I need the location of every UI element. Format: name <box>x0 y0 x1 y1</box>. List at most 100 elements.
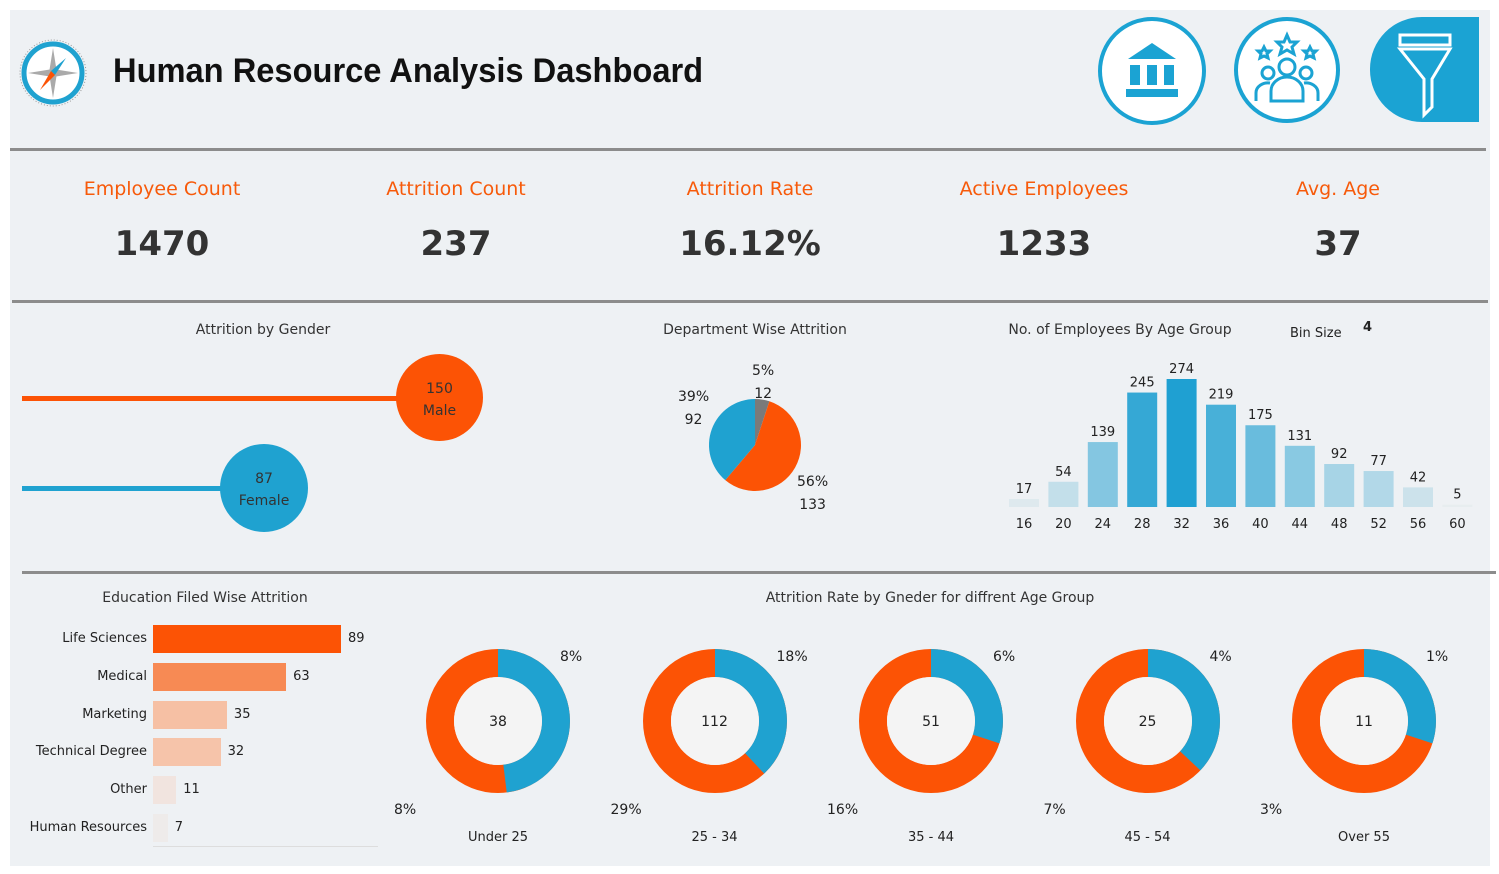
x-tick-label: 36 <box>1213 517 1230 532</box>
histogram-bar[interactable] <box>1009 499 1039 507</box>
female-segment[interactable] <box>642 649 787 793</box>
bar-value-label: 5 <box>1453 488 1461 503</box>
female-value: 87 <box>255 471 273 487</box>
education-bar[interactable] <box>153 776 177 805</box>
bank-icon[interactable] <box>1098 17 1206 125</box>
gender-chart-title: Attrition by Gender <box>195 322 331 338</box>
histogram-bar[interactable] <box>1048 481 1079 507</box>
education-bar[interactable] <box>153 814 168 842</box>
female-pct: 4% <box>1209 649 1232 665</box>
female-segment[interactable] <box>1292 649 1436 793</box>
female-pct: 8% <box>560 649 583 665</box>
donut-total: 51 <box>922 714 940 730</box>
filter-icon[interactable] <box>1370 17 1479 122</box>
kpi-value: 1233 <box>996 224 1092 264</box>
education-row[interactable]: Medical 63 <box>0 662 310 691</box>
age-group-label: Under 25 <box>467 830 529 845</box>
team-stars-icon[interactable] <box>1234 17 1340 123</box>
female-label: Female <box>238 493 290 509</box>
male-pct: 7% <box>1043 802 1066 818</box>
age-histogram: 17 16 54 20 139 24 245 28 274 32 219 36 175 40 131 44 92… <box>1009 362 1473 532</box>
female-bubble[interactable]: 87 Female <box>220 444 308 532</box>
kpi-label: Attrition Rate <box>686 178 814 200</box>
male-pct: 8% <box>394 802 417 818</box>
pie-slice[interactable] <box>709 399 755 481</box>
kpi-card: Attrition Count 237 <box>326 178 586 264</box>
donut-total: 38 <box>489 714 507 730</box>
histogram-bar[interactable] <box>1284 445 1315 507</box>
x-tick-label: 32 <box>1173 517 1190 532</box>
kpi-label: Avg. Age <box>1295 178 1380 200</box>
education-row[interactable]: Other 11 <box>0 776 200 805</box>
bar-value-label: 42 <box>1410 470 1427 485</box>
female-segment[interactable] <box>859 649 1003 793</box>
age-group-label: 35 - 44 <box>907 830 955 845</box>
histogram-bar[interactable] <box>1324 464 1355 507</box>
education-value: 89 <box>348 631 365 646</box>
education-row[interactable]: Marketing 35 <box>0 700 250 729</box>
male-label: Male <box>422 403 457 419</box>
education-label: Technical Degree <box>35 744 147 760</box>
education-bar[interactable] <box>153 700 227 729</box>
axis-line <box>153 846 378 847</box>
kpi-card: Avg. Age 37 <box>1208 178 1468 264</box>
age-group-label: 45 - 54 <box>1124 830 1171 845</box>
education-bar[interactable] <box>153 625 341 653</box>
histogram-bar[interactable] <box>1127 392 1158 507</box>
histogram-bar[interactable] <box>1166 379 1197 507</box>
pie-slice[interactable] <box>725 401 801 491</box>
male-value: 150 <box>426 381 453 397</box>
dept-label-orange: 56% 133 <box>797 474 829 513</box>
age-gender-chart-title: Attrition Rate by Gneder for diffrent Ag… <box>765 590 1095 606</box>
male-bar[interactable] <box>22 396 442 401</box>
kpi-value: 237 <box>420 224 492 264</box>
age-group-label: 25 - 34 <box>691 830 738 845</box>
female-pct: 18% <box>776 649 808 665</box>
education-row[interactable]: Technical Degree 32 <box>0 738 244 767</box>
kpi-label: Attrition Count <box>386 178 526 200</box>
education-value: 7 <box>174 820 184 835</box>
bin-size-value[interactable]: 4 <box>1363 320 1373 335</box>
histogram-bar[interactable] <box>1245 425 1276 507</box>
bar-value-label: 92 <box>1331 447 1348 462</box>
education-bar[interactable] <box>153 662 287 691</box>
bar-value-label: 245 <box>1130 376 1155 391</box>
kpi-value: 16.12% <box>679 224 821 264</box>
male-pct: 16% <box>827 802 859 818</box>
department-pie[interactable] <box>700 390 810 500</box>
dept-label-gray: 5% 12 <box>752 363 775 402</box>
x-tick-label: 48 <box>1331 517 1348 532</box>
x-tick-label: 16 <box>1016 517 1033 532</box>
histogram-bar[interactable] <box>1363 471 1394 507</box>
compass-logo-icon <box>19 39 87 107</box>
pie-slice[interactable] <box>755 399 770 445</box>
education-row[interactable]: Life Sciences 89 <box>0 625 365 653</box>
education-label: Life Sciences <box>62 631 147 646</box>
female-segment[interactable] <box>426 649 570 793</box>
donut-total: 112 <box>701 714 728 730</box>
male-pct: 3% <box>1260 802 1283 818</box>
male-bubble[interactable]: 150 Male <box>396 354 483 441</box>
education-value: 35 <box>233 706 251 722</box>
histogram-bar[interactable] <box>1403 487 1433 507</box>
kpi-card: Attrition Rate 16.12% <box>620 178 880 264</box>
education-bar[interactable] <box>153 738 221 767</box>
female-bar[interactable] <box>22 486 262 491</box>
bar-value-label: 139 <box>1090 425 1115 440</box>
x-tick-label: 20 <box>1055 517 1072 532</box>
histogram-bar[interactable] <box>1206 404 1236 507</box>
histogram-bar[interactable] <box>1087 442 1118 507</box>
dept-label-blue: 39% 92 <box>678 389 710 428</box>
education-row[interactable]: Human Resources 7 <box>0 814 183 842</box>
histogram-bar[interactable] <box>1442 504 1473 507</box>
divider <box>10 148 1486 151</box>
age-group-label: Over 55 <box>1338 830 1390 845</box>
bar-value-label: 219 <box>1209 388 1234 403</box>
female-segment[interactable] <box>1075 649 1220 793</box>
education-value: 63 <box>293 668 310 684</box>
bar-value-label: 175 <box>1248 408 1273 423</box>
page-title: Human Resource Analysis Dashboard <box>113 52 704 90</box>
kpi-value: 1470 <box>114 224 210 264</box>
education-label: Marketing <box>82 706 147 722</box>
x-tick-label: 52 <box>1370 517 1387 532</box>
